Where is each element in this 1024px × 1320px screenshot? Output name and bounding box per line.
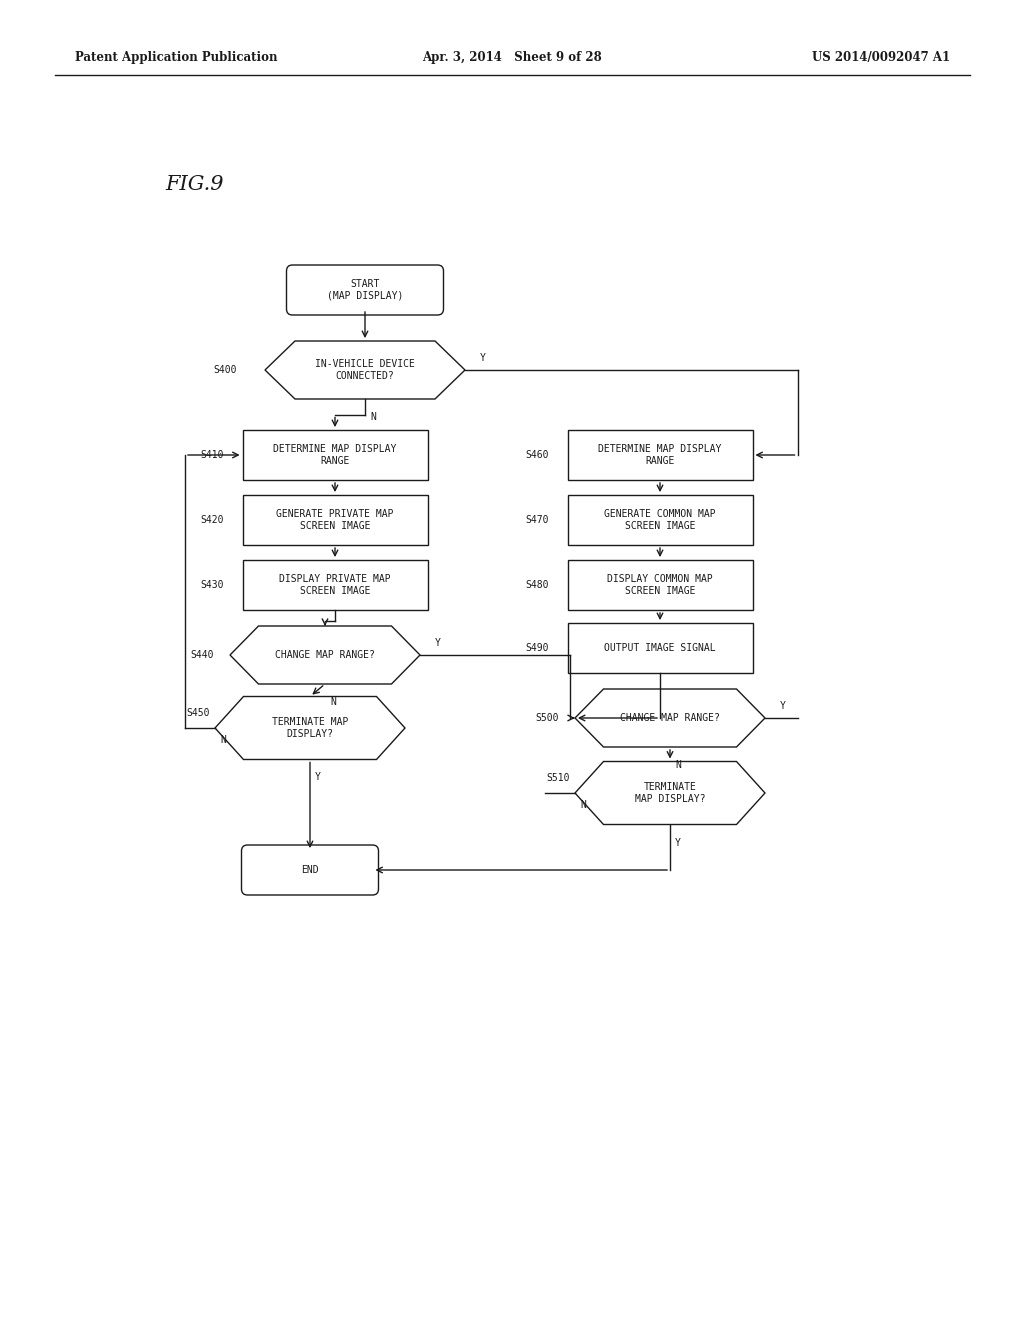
Text: S450: S450	[186, 708, 210, 718]
FancyBboxPatch shape	[242, 845, 379, 895]
Text: IN-VEHICLE DEVICE
CONNECTED?: IN-VEHICLE DEVICE CONNECTED?	[315, 359, 415, 380]
Polygon shape	[575, 689, 765, 747]
Bar	[567, 560, 753, 610]
Text: GENERATE COMMON MAP
SCREEN IMAGE: GENERATE COMMON MAP SCREEN IMAGE	[604, 510, 716, 531]
FancyBboxPatch shape	[287, 265, 443, 315]
Text: START
(MAP DISPLAY): START (MAP DISPLAY)	[327, 280, 403, 301]
Text: TERMINATE MAP
DISPLAY?: TERMINATE MAP DISPLAY?	[271, 717, 348, 739]
Polygon shape	[215, 697, 406, 759]
Bar	[243, 495, 427, 545]
Text: END: END	[301, 865, 318, 875]
Text: N: N	[675, 760, 681, 770]
Text: DISPLAY COMMON MAP
SCREEN IMAGE: DISPLAY COMMON MAP SCREEN IMAGE	[607, 574, 713, 595]
Text: S480: S480	[525, 579, 549, 590]
Text: DETERMINE MAP DISPLAY
RANGE: DETERMINE MAP DISPLAY RANGE	[598, 445, 722, 466]
Text: Y: Y	[780, 701, 786, 711]
Polygon shape	[230, 626, 420, 684]
Text: S470: S470	[525, 515, 549, 525]
Text: CHANGE MAP RANGE?: CHANGE MAP RANGE?	[621, 713, 720, 723]
Text: OUTPUT IMAGE SIGNAL: OUTPUT IMAGE SIGNAL	[604, 643, 716, 653]
Text: DISPLAY PRIVATE MAP
SCREEN IMAGE: DISPLAY PRIVATE MAP SCREEN IMAGE	[280, 574, 391, 595]
Text: S460: S460	[525, 450, 549, 459]
Text: S410: S410	[201, 450, 224, 459]
Bar	[567, 623, 753, 673]
Text: US 2014/0092047 A1: US 2014/0092047 A1	[812, 51, 950, 65]
Text: S430: S430	[201, 579, 224, 590]
Text: S440: S440	[190, 649, 214, 660]
Text: N: N	[330, 697, 336, 708]
Bar	[567, 430, 753, 480]
Text: N: N	[220, 735, 226, 744]
Text: Y: Y	[480, 352, 486, 363]
Bar	[567, 495, 753, 545]
Text: TERMINATE
MAP DISPLAY?: TERMINATE MAP DISPLAY?	[635, 783, 706, 804]
Text: Y: Y	[435, 638, 441, 648]
Text: Y: Y	[315, 772, 321, 783]
Text: S510: S510	[547, 774, 570, 783]
Bar	[243, 560, 427, 610]
Text: CHANGE MAP RANGE?: CHANGE MAP RANGE?	[275, 649, 375, 660]
Polygon shape	[265, 341, 465, 399]
Text: N: N	[580, 800, 586, 810]
Text: FIG.9: FIG.9	[165, 176, 223, 194]
Text: S490: S490	[525, 643, 549, 653]
Text: Patent Application Publication: Patent Application Publication	[75, 51, 278, 65]
Text: Apr. 3, 2014   Sheet 9 of 28: Apr. 3, 2014 Sheet 9 of 28	[422, 51, 602, 65]
Text: DETERMINE MAP DISPLAY
RANGE: DETERMINE MAP DISPLAY RANGE	[273, 445, 396, 466]
Bar	[243, 430, 427, 480]
Text: GENERATE PRIVATE MAP
SCREEN IMAGE: GENERATE PRIVATE MAP SCREEN IMAGE	[276, 510, 394, 531]
Text: S500: S500	[536, 713, 559, 723]
Text: Y: Y	[675, 837, 681, 847]
Text: S420: S420	[201, 515, 224, 525]
Polygon shape	[575, 762, 765, 825]
Text: N: N	[370, 412, 376, 422]
Text: S400: S400	[213, 366, 237, 375]
